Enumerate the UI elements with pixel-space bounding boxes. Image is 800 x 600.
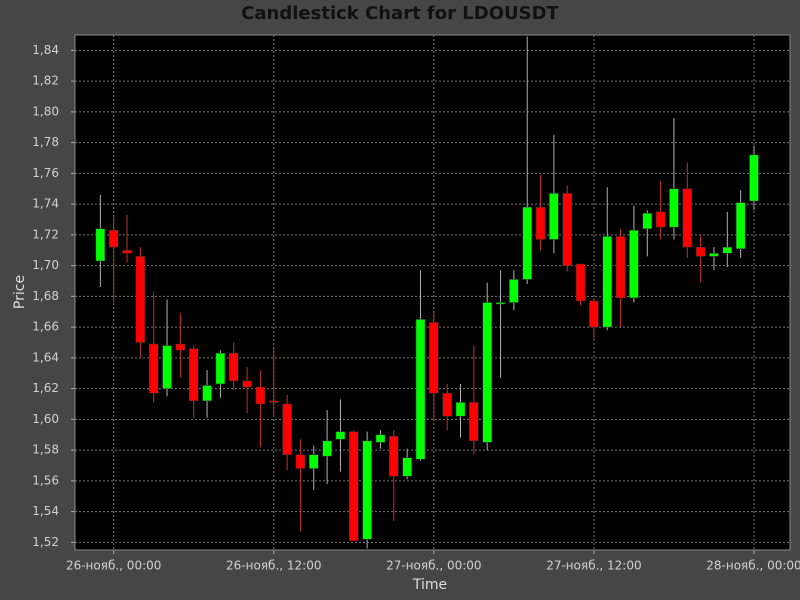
candle-body xyxy=(695,246,706,257)
plot-border xyxy=(74,34,791,551)
chart-title: Candlestick Chart for LDOUSDT xyxy=(241,3,559,24)
candle-body xyxy=(148,343,159,394)
x-tick-label: 28-нояб., 00:00 xyxy=(706,559,800,573)
candle-body xyxy=(642,213,653,229)
candle-body xyxy=(309,454,319,469)
candle-body xyxy=(255,386,266,405)
candle-body xyxy=(269,400,279,403)
candle-body xyxy=(549,193,559,240)
y-tick-label: 1,74 xyxy=(32,197,59,211)
candle-body xyxy=(709,253,719,257)
candle-body xyxy=(335,431,346,440)
candle-body xyxy=(442,392,452,417)
candle-body xyxy=(175,343,186,351)
candle-body xyxy=(522,206,532,280)
candle-body xyxy=(95,228,106,262)
candle-body xyxy=(215,352,226,385)
candle-body xyxy=(108,229,119,248)
candle-body xyxy=(615,236,626,299)
y-tick-label: 1,58 xyxy=(32,443,59,457)
candle-body xyxy=(655,211,666,228)
y-tick-label: 1,72 xyxy=(32,227,59,241)
y-tick-label: 1,64 xyxy=(32,350,59,364)
candle-body xyxy=(389,435,399,477)
candle-body xyxy=(242,380,252,388)
candle-body xyxy=(509,279,519,303)
candle-body xyxy=(495,302,506,305)
candle-body xyxy=(295,454,306,469)
candle-body xyxy=(562,193,572,266)
candle-body xyxy=(429,322,439,394)
candle-body xyxy=(455,402,466,417)
y-tick-label: 1,76 xyxy=(32,166,59,180)
candle-body xyxy=(469,402,479,442)
candle-body xyxy=(749,154,759,202)
candle-body xyxy=(589,300,599,328)
y-tick-label: 1,78 xyxy=(32,135,59,149)
y-tick-label: 1,62 xyxy=(32,381,59,395)
candle-body xyxy=(629,229,639,299)
y-tick-label: 1,52 xyxy=(32,535,59,549)
candle-body xyxy=(375,434,386,443)
x-tick-label: 26-нояб., 12:00 xyxy=(226,559,321,573)
candle-body xyxy=(722,246,733,254)
candle-body xyxy=(228,352,239,382)
plot-area xyxy=(75,35,790,550)
candle-body xyxy=(535,206,546,240)
candle-body xyxy=(202,385,212,402)
candle-body xyxy=(682,188,693,248)
x-tick-label: 27-нояб., 00:00 xyxy=(386,559,481,573)
candle-body xyxy=(575,263,586,302)
y-tick-label: 1,54 xyxy=(32,504,59,518)
candle-body xyxy=(349,431,359,542)
y-tick-label: 1,70 xyxy=(32,258,59,272)
candle-body xyxy=(282,403,292,455)
candle-body xyxy=(669,188,679,228)
candle-body xyxy=(135,256,146,343)
candle-body xyxy=(602,236,612,328)
candle-body xyxy=(482,302,492,443)
y-tick-label: 1,56 xyxy=(32,473,59,487)
candle-body xyxy=(122,249,132,254)
y-tick-label: 1,80 xyxy=(32,104,59,118)
candle-body xyxy=(362,440,372,540)
y-tick-label: 1,60 xyxy=(32,412,59,426)
x-tick-label: 26-нояб., 00:00 xyxy=(66,559,161,573)
y-tick-label: 1,66 xyxy=(32,320,59,334)
candle-body xyxy=(415,319,426,460)
candle-body xyxy=(735,202,746,249)
x-axis-label: Time xyxy=(412,577,447,593)
candle-body xyxy=(162,345,172,389)
y-tick-label: 1,84 xyxy=(32,43,59,57)
x-tick-label: 27-нояб., 12:00 xyxy=(546,559,641,573)
candle-body xyxy=(322,440,332,457)
y-axis-label: Price xyxy=(12,275,28,309)
candle-body xyxy=(188,348,199,402)
candle-body xyxy=(402,457,412,477)
y-tick-label: 1,68 xyxy=(32,289,59,303)
y-tick-label: 1,82 xyxy=(32,74,59,88)
